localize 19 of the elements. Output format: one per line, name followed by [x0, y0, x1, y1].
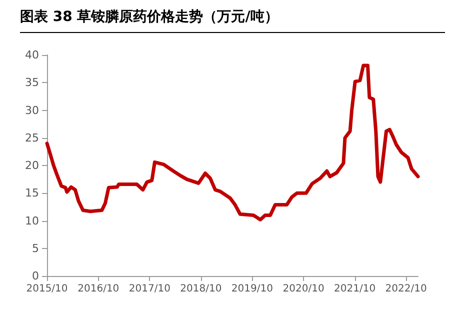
- x-tick-label: 2020/10: [282, 284, 324, 294]
- x-tick-label: 2022/10: [385, 284, 427, 294]
- y-tick-label: 40: [25, 48, 39, 62]
- y-tick-label: 30: [25, 104, 39, 117]
- y-tick-label: 0: [32, 270, 39, 282]
- line-series: [45, 64, 420, 222]
- x-tick-label: 2016/10: [78, 284, 120, 294]
- y-tick-label: 20: [25, 159, 39, 172]
- y-tick-label: 15: [25, 186, 39, 200]
- x-tick-label: 2021/10: [334, 284, 376, 294]
- y-tick-label: 35: [25, 76, 39, 90]
- y-tick-label: 10: [25, 214, 39, 228]
- x-tick-label: 2019/10: [231, 284, 273, 294]
- y-tick-label: 5: [32, 242, 39, 255]
- x-tick-label: 2015/10: [26, 284, 68, 294]
- x-tick-label: 2018/10: [180, 284, 222, 294]
- y-tick-label: 25: [25, 131, 39, 144]
- x-tick-label: 2017/10: [128, 284, 170, 294]
- chart-title: 图表 38 草铵膦原药价格走势（万元/吨）: [20, 8, 445, 33]
